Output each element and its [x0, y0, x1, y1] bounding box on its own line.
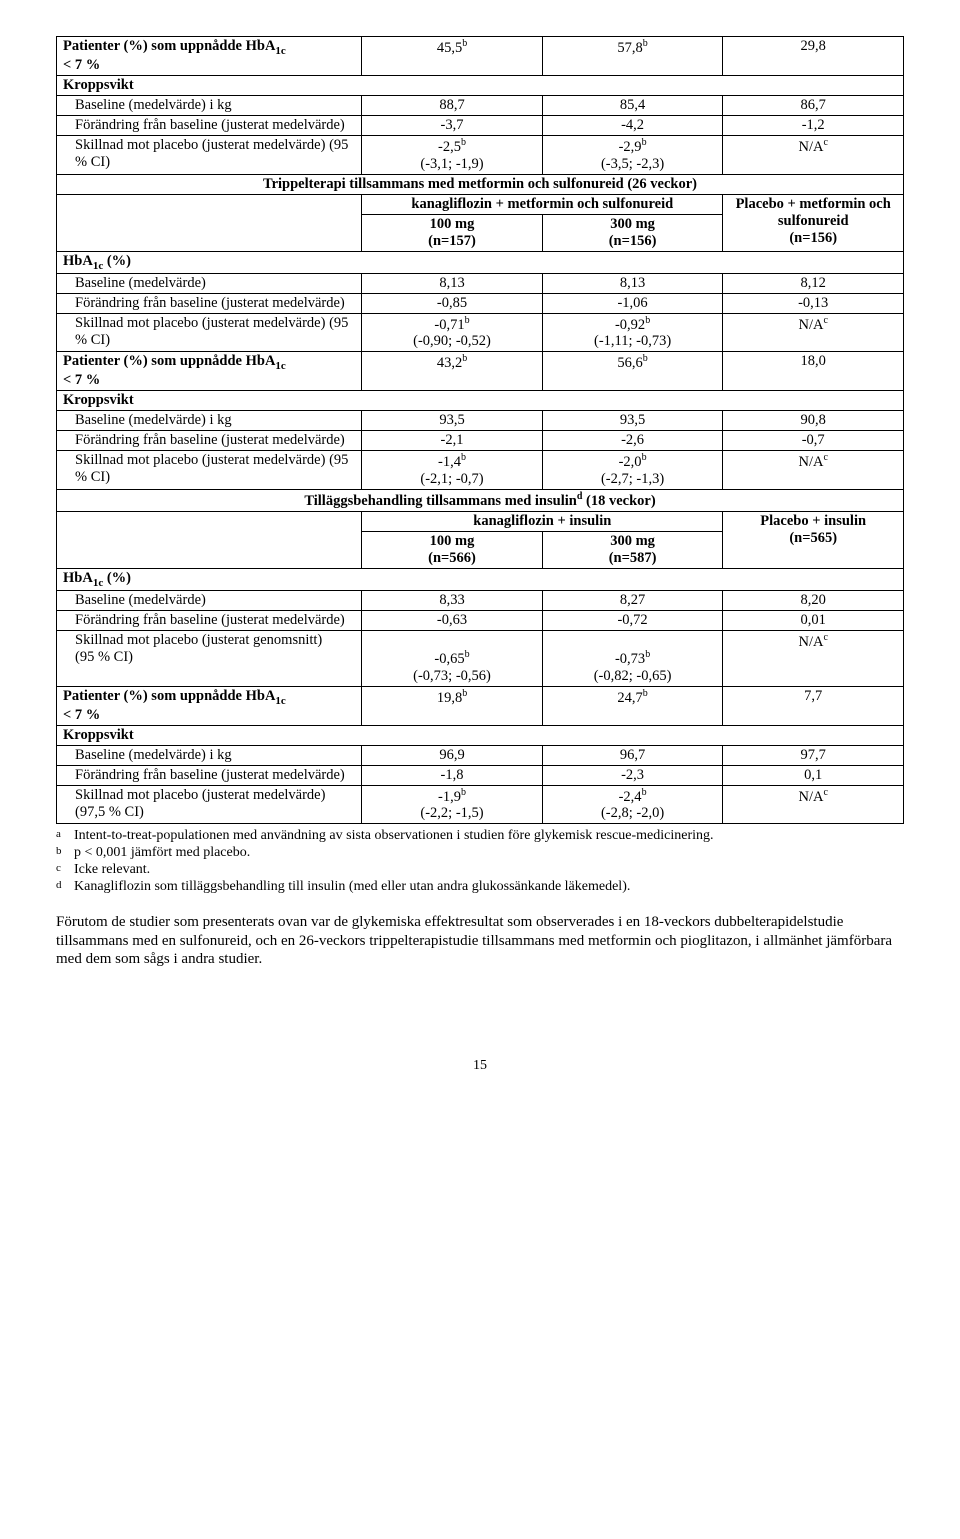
column-header-dose: 100 mg(n=157) — [362, 214, 543, 251]
cell: 85,4 — [542, 95, 723, 115]
row-label: Skillnad mot placebo (justerat medelvärd… — [57, 451, 362, 490]
cell: 97,7 — [723, 745, 904, 765]
cell: 19,8b — [362, 686, 543, 725]
cell: -2,0b(-2,7; -1,3) — [542, 451, 723, 490]
column-header-placebo: Placebo + metformin och sulfonureid(n=15… — [723, 194, 904, 251]
row-label: Baseline (medelvärde) — [57, 273, 362, 293]
page-number: 15 — [56, 1058, 904, 1074]
column-header-dose: 100 mg(n=566) — [362, 531, 543, 568]
cell: 96,9 — [362, 745, 543, 765]
column-header-dose: 300 mg(n=587) — [542, 531, 723, 568]
cell: -0,73b(-0,82; -0,65) — [542, 630, 723, 686]
body-paragraph: Förutom de studier som presenterats ovan… — [56, 913, 904, 968]
cell: -0,13 — [723, 293, 904, 313]
cell: 90,8 — [723, 411, 904, 431]
cell: -0,65b(-0,73; -0,56) — [362, 630, 543, 686]
row-subheader-bodyweight: Kroppsvikt — [57, 75, 904, 95]
cell: 29,8 — [723, 37, 904, 76]
cell: -2,6 — [542, 431, 723, 451]
header-spacer — [57, 511, 362, 568]
section-header-insulin-addon: Tilläggsbehandling tillsammans med insul… — [57, 490, 904, 512]
cell: -0,7 — [723, 431, 904, 451]
clinical-results-table: Patienter (%) som uppnådde HbA1c < 7 % 4… — [56, 36, 904, 824]
row-subheader-hba1c: HbA1c (%) — [57, 251, 904, 273]
cell: 45,5b — [362, 37, 543, 76]
cell: N/Ac — [723, 135, 904, 174]
row-patients-reached: Patienter (%) som uppnådde HbA1c < 7 % — [57, 686, 362, 725]
cell: 8,27 — [542, 590, 723, 610]
row-label: Förändring från baseline (justerat medel… — [57, 610, 362, 630]
footnote-a: Intent-to-treat-populationen med användn… — [74, 828, 904, 844]
footnote-c: Icke relevant. — [74, 862, 904, 878]
cell: -2,5b(-3,1; -1,9) — [362, 135, 543, 174]
column-header-drug: kanagliflozin + insulin — [362, 511, 723, 531]
cell: 8,20 — [723, 590, 904, 610]
row-label: Skillnad mot placebo (justerat medelvärd… — [57, 313, 362, 352]
cell: 7,7 — [723, 686, 904, 725]
cell: -0,72 — [542, 610, 723, 630]
column-header-placebo: Placebo + insulin(n=565) — [723, 511, 904, 568]
row-label: Skillnad mot placebo (justerat medelvärd… — [57, 785, 362, 824]
footnote-d: Kanagliflozin som tilläggsbehandling til… — [74, 879, 904, 895]
cell: 57,8b — [542, 37, 723, 76]
cell: 93,5 — [542, 411, 723, 431]
cell: -2,9b(-3,5; -2,3) — [542, 135, 723, 174]
row-patients-reached: Patienter (%) som uppnådde HbA1c < 7 % — [57, 352, 362, 391]
cell: 8,33 — [362, 590, 543, 610]
cell: N/Ac — [723, 785, 904, 824]
row-label: Förändring från baseline (justerat medel… — [57, 293, 362, 313]
cell: 24,7b — [542, 686, 723, 725]
cell: -0,92b(-1,11; -0,73) — [542, 313, 723, 352]
row-label: Skillnad mot placebo (justerat genomsnit… — [57, 630, 362, 686]
cell: 88,7 — [362, 95, 543, 115]
cell: -1,9b(-2,2; -1,5) — [362, 785, 543, 824]
cell: -1,06 — [542, 293, 723, 313]
cell: 43,2b — [362, 352, 543, 391]
row-patients-reached: Patienter (%) som uppnådde HbA1c < 7 % — [57, 37, 362, 76]
cell: -2,4b(-2,8; -2,0) — [542, 785, 723, 824]
row-subheader-hba1c: HbA1c (%) — [57, 568, 904, 590]
column-header-dose: 300 mg(n=156) — [542, 214, 723, 251]
cell: -4,2 — [542, 115, 723, 135]
row-label: Baseline (medelvärde) i kg — [57, 95, 362, 115]
row-label: Skillnad mot placebo (justerat medelvärd… — [57, 135, 362, 174]
footnote-b: p < 0,001 jämfört med placebo. — [74, 845, 904, 861]
column-header-drug: kanagliflozin + metformin och sulfonurei… — [362, 194, 723, 214]
cell: 18,0 — [723, 352, 904, 391]
cell: 86,7 — [723, 95, 904, 115]
cell: 8,13 — [362, 273, 543, 293]
cell: -0,85 — [362, 293, 543, 313]
cell: -0,71b(-0,90; -0,52) — [362, 313, 543, 352]
cell: N/Ac — [723, 451, 904, 490]
cell: 93,5 — [362, 411, 543, 431]
cell: -3,7 — [362, 115, 543, 135]
cell: -1,4b(-2,1; -0,7) — [362, 451, 543, 490]
row-label: Förändring från baseline (justerat medel… — [57, 765, 362, 785]
cell: -0,63 — [362, 610, 543, 630]
row-label: Baseline (medelvärde) i kg — [57, 411, 362, 431]
cell: N/Ac — [723, 313, 904, 352]
cell: 56,6b — [542, 352, 723, 391]
cell: -1,8 — [362, 765, 543, 785]
row-label: Förändring från baseline (justerat medel… — [57, 115, 362, 135]
cell: 96,7 — [542, 745, 723, 765]
cell: -1,2 — [723, 115, 904, 135]
cell: -2,3 — [542, 765, 723, 785]
footnotes: aIntent-to-treat-populationen med använd… — [56, 828, 904, 895]
row-subheader-bodyweight: Kroppsvikt — [57, 391, 904, 411]
row-label: Baseline (medelvärde) i kg — [57, 745, 362, 765]
cell: 0,01 — [723, 610, 904, 630]
cell: N/Ac — [723, 630, 904, 686]
row-label: Baseline (medelvärde) — [57, 590, 362, 610]
cell: 8,12 — [723, 273, 904, 293]
row-subheader-bodyweight: Kroppsvikt — [57, 725, 904, 745]
section-header-triple-therapy: Trippelterapi tillsammans med metformin … — [57, 174, 904, 194]
row-label: Förändring från baseline (justerat medel… — [57, 431, 362, 451]
cell: 0,1 — [723, 765, 904, 785]
header-spacer — [57, 194, 362, 251]
cell: 8,13 — [542, 273, 723, 293]
cell: -2,1 — [362, 431, 543, 451]
